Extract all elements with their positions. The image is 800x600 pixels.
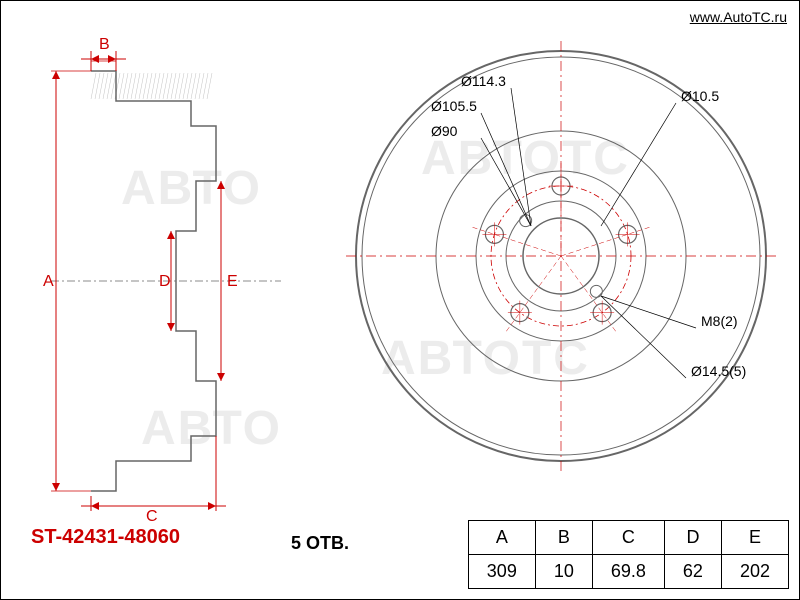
svg-text:A: A bbox=[43, 273, 54, 290]
svg-text:Ø14.5(5): Ø14.5(5) bbox=[691, 363, 746, 379]
dim-value: 10 bbox=[535, 555, 592, 589]
front-view-drawing: Ø114.3 Ø105.5 Ø90 Ø10.5 M8(2) Ø14.5(5) bbox=[331, 21, 800, 491]
dim-header: D bbox=[664, 521, 721, 555]
holes-count-label: 5 ОТВ. bbox=[291, 533, 349, 554]
svg-text:C: C bbox=[146, 508, 158, 525]
dim-value: 309 bbox=[468, 555, 535, 589]
dim-header: B bbox=[535, 521, 592, 555]
dimensions-table: ABCDE 3091069.862202 bbox=[468, 520, 789, 589]
svg-text:Ø105.5: Ø105.5 bbox=[431, 98, 477, 114]
side-view-drawing: A B C D E bbox=[21, 31, 321, 531]
svg-text:Ø10.5: Ø10.5 bbox=[681, 88, 719, 104]
svg-text:Ø90: Ø90 bbox=[431, 123, 458, 139]
dim-value: 69.8 bbox=[592, 555, 664, 589]
svg-text:B: B bbox=[99, 36, 110, 53]
dim-header: E bbox=[721, 521, 788, 555]
dim-header: A bbox=[468, 521, 535, 555]
dim-value: 62 bbox=[664, 555, 721, 589]
dim-value: 202 bbox=[721, 555, 788, 589]
svg-text:D: D bbox=[159, 273, 171, 290]
svg-text:M8(2): M8(2) bbox=[701, 313, 738, 329]
dim-header: C bbox=[592, 521, 664, 555]
diagram-container: www.AutoTC.ru АВТОАВТОТСАВТОТСАВТО ABCDE… bbox=[0, 0, 800, 600]
part-number: ST-42431-48060 bbox=[31, 526, 180, 549]
svg-text:Ø114.3: Ø114.3 bbox=[461, 73, 506, 89]
svg-text:E: E bbox=[227, 273, 238, 290]
